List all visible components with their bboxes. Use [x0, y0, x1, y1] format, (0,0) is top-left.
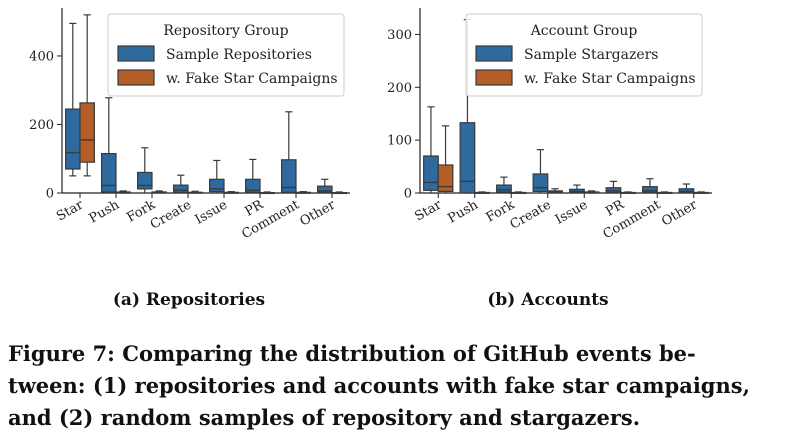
box-iqr	[281, 159, 297, 193]
box-iqr	[437, 164, 454, 193]
box-comment-sample	[281, 111, 297, 194]
box-iqr	[532, 173, 549, 193]
figure-caption: Figure 7: Comparing the distribution of …	[8, 341, 750, 430]
y-tick-label: 300	[387, 28, 412, 43]
box-iqr	[317, 185, 333, 193]
y-tick-label: 0	[46, 187, 54, 202]
box-create-fake	[547, 188, 563, 194]
legend-entry-label: Sample Stargazers	[524, 47, 659, 63]
box-fork-fake	[510, 191, 527, 194]
y-tick-label: 200	[29, 118, 54, 133]
legend-swatch	[475, 45, 513, 62]
legend-entry-label: Sample Repositories	[166, 47, 312, 63]
box-iqr	[64, 108, 81, 170]
legend-box	[107, 13, 345, 97]
box-iqr	[209, 178, 225, 193]
box-pr-fake	[259, 191, 275, 195]
box-issue-sample	[209, 159, 225, 194]
box-star-fake	[437, 125, 454, 194]
y-tick-label: 0	[404, 187, 412, 202]
box-fork-sample	[496, 176, 512, 194]
x-tick-label: Create	[148, 197, 194, 232]
x-tick-label: Star	[54, 197, 87, 224]
legend-title: Repository Group	[163, 23, 288, 39]
box-create-fake	[187, 190, 203, 194]
box-pr-sample	[605, 180, 622, 194]
x-tick-label: Other	[659, 197, 700, 229]
box-iqr	[79, 102, 95, 163]
box-other-sample	[317, 178, 333, 194]
legend-swatch	[475, 69, 513, 86]
subcaption: (a) Repositories	[113, 290, 265, 310]
box-push-sample	[100, 97, 117, 194]
x-tick-label: Push	[87, 197, 123, 226]
x-tick-label: Issue	[193, 197, 231, 227]
x-tick-label: Issue	[553, 197, 591, 227]
legend-title: Account Group	[530, 23, 638, 39]
legend: Repository Group Sample Repositories w. Fa…	[107, 13, 345, 97]
box-issue-fake	[583, 190, 600, 194]
box-star-fake	[79, 14, 95, 177]
legend-entry-label: w. Fake Star Campaigns	[166, 71, 338, 87]
y-tick-label: 400	[29, 49, 54, 64]
box-iqr	[642, 186, 658, 194]
box-fork-sample	[137, 147, 153, 194]
box-comment-fake	[295, 191, 311, 194]
box-create-sample	[173, 174, 189, 194]
box-create-sample	[532, 149, 549, 194]
box-other-fake	[693, 191, 709, 194]
box-star-sample	[423, 106, 439, 194]
box-pr-fake	[620, 191, 636, 194]
legend-box	[465, 13, 703, 97]
box-iqr	[137, 171, 153, 190]
legend-entry-label: w. Fake Star Campaigns	[524, 71, 696, 87]
box-iqr	[678, 188, 695, 194]
box-issue-fake	[223, 191, 239, 194]
x-tick-label: Create	[508, 197, 554, 232]
subcaption: (b) Accounts	[487, 290, 608, 310]
legend-swatch	[117, 45, 155, 62]
y-tick-label: 200	[387, 81, 412, 96]
box-push-fake	[474, 191, 490, 194]
x-tick-label: Star	[412, 197, 445, 224]
box-pr-sample	[245, 158, 261, 194]
box-other-fake	[331, 191, 347, 195]
box-other-sample	[678, 183, 695, 194]
x-tick-label: Push	[445, 197, 481, 226]
box-comment-sample	[642, 178, 658, 194]
box-iqr	[605, 187, 622, 194]
box-iqr	[173, 184, 189, 193]
legend-swatch	[117, 69, 155, 86]
box-star-sample	[64, 22, 81, 177]
x-tick-label: Other	[297, 197, 338, 229]
box-push-fake	[115, 190, 131, 194]
box-fork-fake	[151, 190, 167, 194]
box-iqr	[459, 122, 476, 194]
box-iqr	[423, 155, 439, 191]
y-tick-label: 100	[387, 134, 412, 149]
legend: Account Group Sample Stargazers w. Fake St…	[465, 13, 703, 97]
box-iqr	[100, 153, 117, 193]
box-iqr	[496, 184, 512, 193]
box-comment-fake	[656, 191, 673, 194]
box-issue-sample	[569, 184, 585, 194]
box-iqr	[245, 178, 261, 193]
